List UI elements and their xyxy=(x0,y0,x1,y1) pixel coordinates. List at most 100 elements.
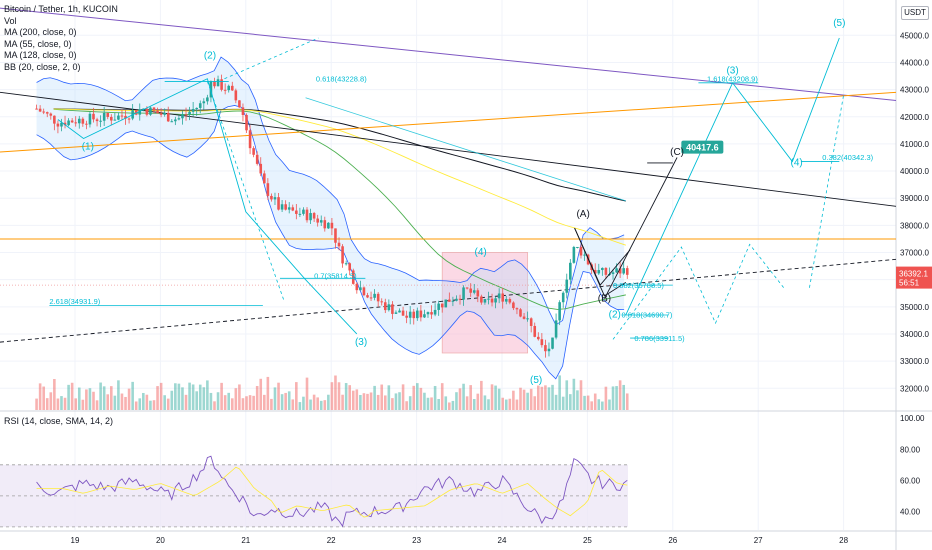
volume-bar xyxy=(401,384,405,410)
candle-body xyxy=(426,312,430,315)
volume-bar xyxy=(319,400,323,410)
annotation-labels: (1) (2) (3) (4) (5) (A) (B) (C) (2) (3) (4) (5) 0.61… xyxy=(49,18,873,386)
volume-bar xyxy=(522,389,526,410)
volume-bar xyxy=(376,394,380,410)
volume-bar xyxy=(316,397,319,410)
candle-body xyxy=(202,101,206,104)
candle-body xyxy=(81,118,85,124)
volume-bar xyxy=(49,392,53,410)
dashed-projection-b xyxy=(809,94,844,288)
candle-body xyxy=(508,299,512,303)
legend-ma55[interactable]: MA (55, close, 0) xyxy=(4,38,72,49)
volume-bar xyxy=(255,386,259,410)
candle-body xyxy=(113,119,117,121)
ma200-line xyxy=(53,108,626,202)
volume-bar xyxy=(170,390,174,410)
volume-bar xyxy=(426,397,430,410)
volume-bar xyxy=(280,394,284,410)
candle-body xyxy=(124,115,127,119)
currency-selector[interactable]: USDT xyxy=(901,6,929,20)
price-tick-label: 43000.0 xyxy=(900,86,929,95)
legend-vol[interactable]: Vol xyxy=(4,15,17,26)
candle-body xyxy=(337,242,341,247)
candle-body xyxy=(102,112,106,121)
volume-bar xyxy=(334,375,337,410)
candle-body xyxy=(248,130,252,149)
price-tick-label: 37000.0 xyxy=(900,249,929,258)
candle-body xyxy=(504,299,508,302)
candle-body xyxy=(117,115,120,120)
candle-body xyxy=(85,123,88,125)
candle-body xyxy=(127,118,131,120)
legend-symbol[interactable]: Bitcoin / Tether, 1h, KUCOIN xyxy=(4,4,118,14)
candle-body xyxy=(540,339,544,346)
volume-bar xyxy=(302,396,305,410)
candle-body xyxy=(234,90,238,101)
volume-bar xyxy=(373,385,376,410)
volume-bar xyxy=(515,399,519,410)
candle-body xyxy=(263,173,266,184)
wave-label: (B) xyxy=(598,293,611,304)
bb-upper xyxy=(36,56,625,326)
candle-body xyxy=(302,209,305,214)
candle-body xyxy=(344,263,348,265)
candle-body xyxy=(526,318,529,320)
volume-bar xyxy=(394,393,398,410)
candle-body xyxy=(188,111,191,115)
c-wave-line xyxy=(604,157,678,299)
price-tick-label: 32000.0 xyxy=(900,384,929,393)
candle-body xyxy=(45,112,49,114)
volume-bar xyxy=(476,393,480,410)
candle-body xyxy=(42,111,45,113)
candle-body xyxy=(462,287,465,300)
volume-bar xyxy=(88,388,92,410)
candle-body xyxy=(223,89,227,91)
candle-body xyxy=(287,207,291,210)
volume-bar xyxy=(198,384,202,410)
volume-bar xyxy=(391,398,394,410)
candle-body xyxy=(152,107,156,111)
volume-bar xyxy=(601,401,604,410)
volume-bar xyxy=(127,388,131,410)
rsi-sma-line xyxy=(36,466,628,518)
volume-bar xyxy=(245,396,248,410)
candle-body xyxy=(519,309,522,317)
fib-label: 0.7(35814.5) xyxy=(314,271,357,280)
volume-bar xyxy=(220,382,223,410)
time-tick-label: 21 xyxy=(241,536,250,545)
rsi-legend[interactable]: RSI (14, close, SMA, 14, 2) xyxy=(4,416,114,426)
volume-bar xyxy=(533,396,537,410)
volume-bar xyxy=(430,397,433,410)
volume-bar xyxy=(106,394,110,410)
volume-bar xyxy=(519,387,522,410)
volume-bar xyxy=(508,398,512,410)
candle-body xyxy=(138,109,142,115)
elliott-wave-drawings: 40417.6 xyxy=(49,37,844,340)
candle-body xyxy=(184,114,188,116)
candle-body xyxy=(241,107,245,115)
wave-label: (4) xyxy=(475,247,487,258)
candle-body xyxy=(53,115,56,124)
legend-ma128[interactable]: MA (128, close, 0) xyxy=(4,50,77,60)
legend-ma200[interactable]: MA (200, close, 0) xyxy=(4,27,77,37)
volume-bar xyxy=(227,392,231,410)
candle-body xyxy=(109,116,113,121)
candle-body xyxy=(295,210,298,214)
candle-body xyxy=(99,120,102,122)
candle-body xyxy=(163,112,166,115)
candle-body xyxy=(604,267,608,275)
candle-body xyxy=(625,268,629,275)
candle-body xyxy=(622,268,625,274)
legend-bb[interactable]: BB (20, close, 2, 0) xyxy=(4,61,81,72)
time-tick-label: 23 xyxy=(412,536,421,545)
candle-body xyxy=(327,222,330,229)
volume-bar xyxy=(117,380,120,410)
price-tick-label: 34000.0 xyxy=(900,330,929,339)
candle-body xyxy=(487,298,490,300)
volume-bar xyxy=(383,395,387,410)
candle-body xyxy=(398,310,401,313)
candle-body xyxy=(309,213,312,221)
volume-bar xyxy=(216,392,220,410)
volume-bar xyxy=(451,400,455,410)
